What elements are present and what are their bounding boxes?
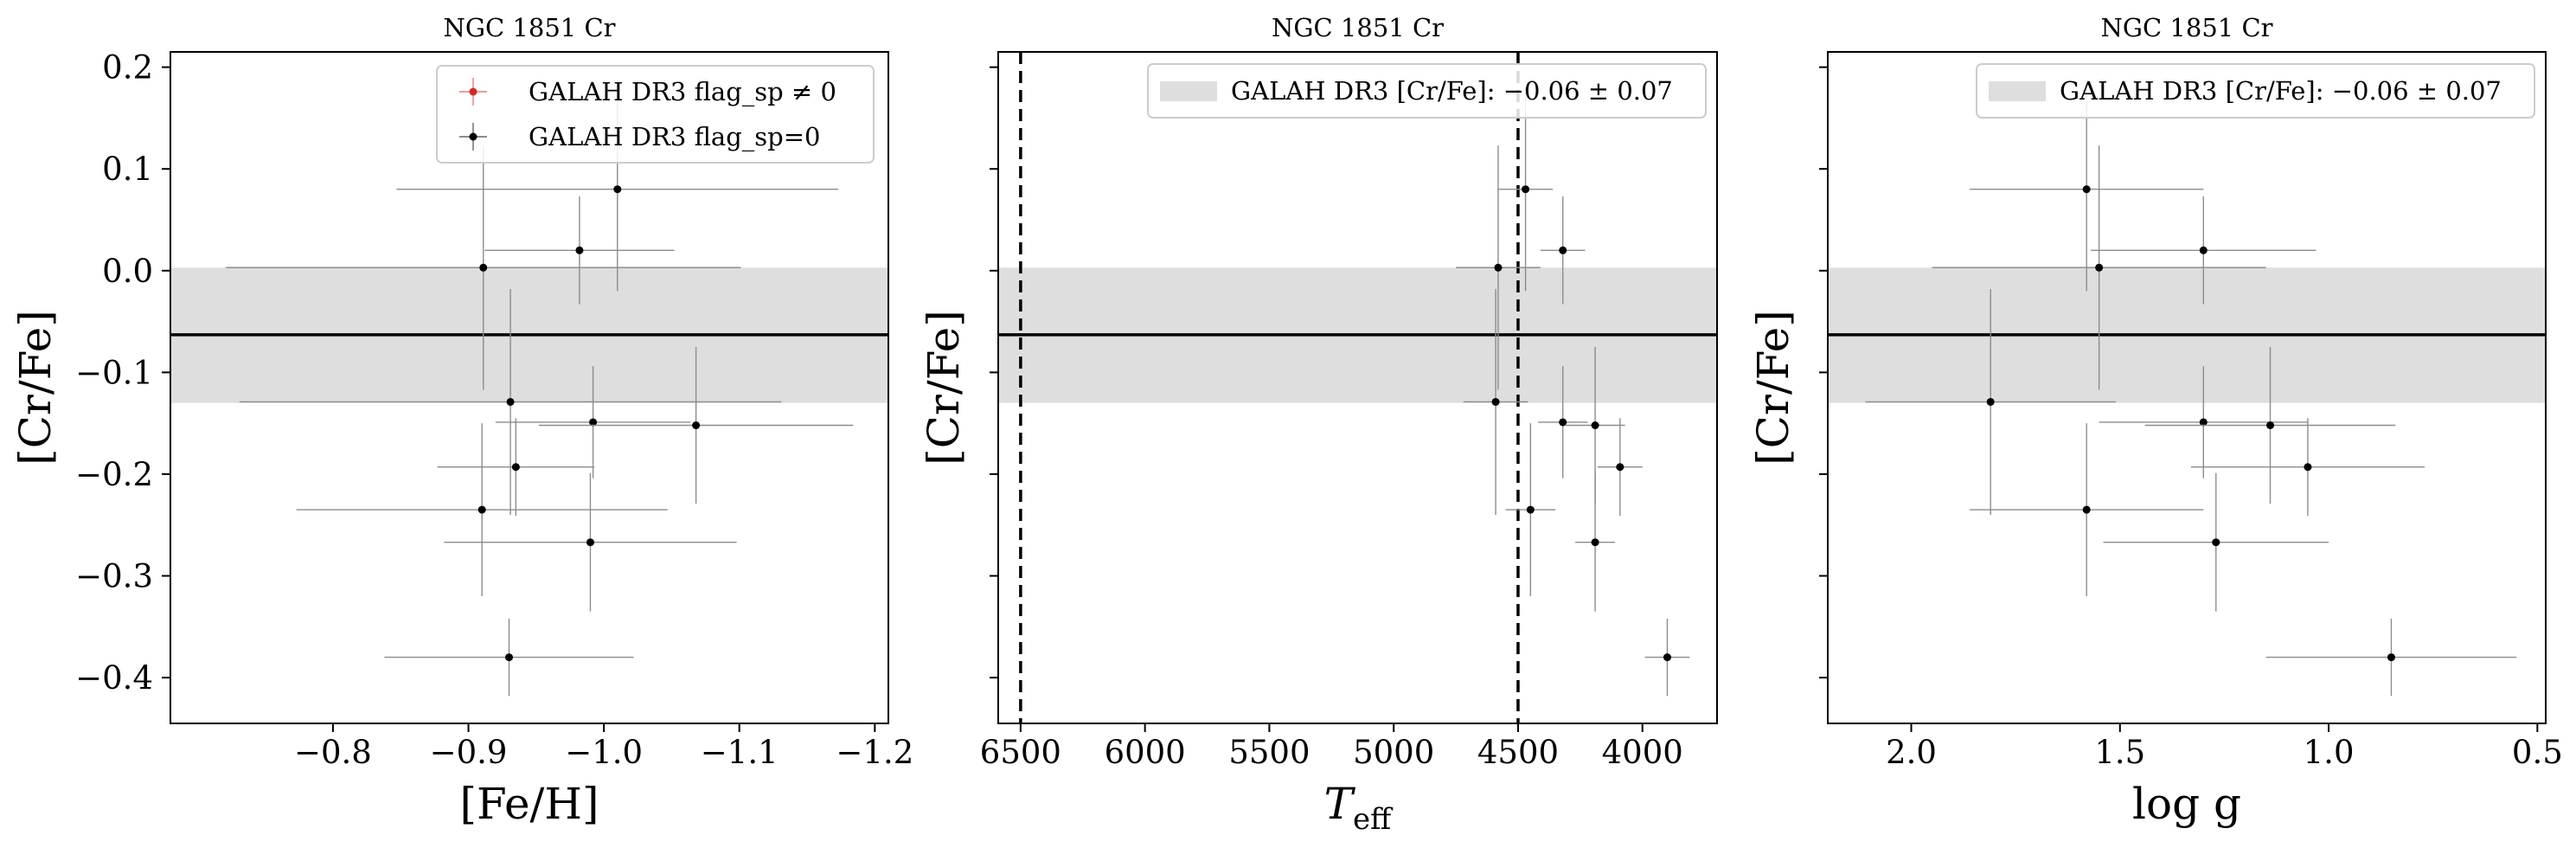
- x-tick-label: −0.8: [294, 734, 372, 771]
- data-point: [2199, 246, 2208, 254]
- x-axis-label: Teff: [1324, 779, 1394, 837]
- data-point: [1559, 246, 1567, 254]
- data-point: [505, 653, 514, 662]
- data-point: [2212, 538, 2220, 547]
- panel-title: NGC 1851 Cr: [2100, 13, 2272, 42]
- data-point: [1616, 463, 1624, 472]
- data-point: [589, 418, 598, 427]
- plot-area: [1828, 87, 2546, 697]
- legend-marker-dot: [469, 132, 477, 141]
- x-tick-label: 1.5: [2094, 734, 2145, 771]
- legend-box: [1976, 63, 2535, 119]
- data-point: [2304, 463, 2312, 472]
- panel-title: NGC 1851 Cr: [443, 13, 615, 42]
- x-tick-label: −1.2: [836, 734, 913, 771]
- data-point: [1522, 185, 1530, 194]
- data-point: [1526, 505, 1535, 514]
- legend-marker-dot: [469, 87, 477, 96]
- legend-band-swatch: [1160, 81, 1217, 101]
- x-axis-label-main: T: [1324, 779, 1356, 829]
- data-point: [479, 263, 488, 272]
- x-tick-label: 6000: [1105, 734, 1186, 771]
- y-tick-label: −0.1: [75, 354, 153, 391]
- x-tick-label: −1.0: [565, 734, 643, 771]
- x-axis-label-sub: eff: [1353, 802, 1394, 837]
- data-point: [2266, 421, 2275, 430]
- legend-box: [436, 65, 875, 164]
- data-point: [2082, 185, 2091, 194]
- legend-label: GALAH DR3 flag_sp=0: [529, 122, 820, 152]
- x-axis-label: log g: [2132, 779, 2241, 829]
- x-tick-label: 0.5: [2512, 734, 2563, 771]
- y-tick-label: 0.1: [102, 151, 153, 188]
- data-point: [2387, 653, 2395, 662]
- data-point: [2082, 505, 2091, 514]
- x-axis-label: [Fe/H]: [459, 779, 599, 829]
- data-point: [575, 246, 584, 254]
- legend-box: [1147, 63, 1707, 119]
- x-tick-label: 1.0: [2304, 734, 2355, 771]
- y-tick-label: −0.4: [75, 659, 153, 697]
- y-tick-label: −0.2: [75, 456, 153, 493]
- data-point: [1663, 653, 1671, 662]
- panel-feh: −0.8 −0.9 −1.0 −1.1 −1.2 0.2 0.1 0.0 −0.1 −0.2 −0.…: [10, 13, 913, 829]
- y-axis-label: [Cr/Fe]: [10, 310, 61, 466]
- data-point: [586, 538, 594, 547]
- legend-label: GALAH DR3 [Cr/Fe]: −0.06 ± 0.07: [2060, 76, 2502, 106]
- y-axis-label: [Cr/Fe]: [919, 310, 969, 466]
- x-tick-label: 5000: [1353, 734, 1434, 771]
- axes-frame: [170, 51, 889, 724]
- panel-teff: 6500 6000 5500 5000 4500 4000 NGC 1851 Cr [Cr/F…: [919, 13, 1718, 837]
- x-tick-label: −0.9: [430, 734, 508, 771]
- data-point: [692, 421, 701, 430]
- data-point: [1494, 263, 1503, 272]
- data-point: [1591, 421, 1599, 430]
- axes-frame: [1827, 51, 2547, 724]
- data-point: [1986, 397, 1995, 406]
- x-tick-label: 4000: [1602, 734, 1683, 771]
- y-tick-label: 0.2: [102, 49, 153, 87]
- legend-label: GALAH DR3 [Cr/Fe]: −0.06 ± 0.07: [1231, 76, 1673, 106]
- y-axis-label: [Cr/Fe]: [1748, 310, 1798, 466]
- x-tick-label: −1.1: [701, 734, 779, 771]
- x-tick-label: 6500: [980, 734, 1061, 771]
- data-point: [613, 185, 622, 194]
- legend-band-swatch: [1989, 81, 2046, 101]
- x-tick-label: 2.0: [1886, 734, 1937, 771]
- plot-area: [998, 52, 1717, 723]
- data-point: [1591, 538, 1599, 547]
- data-point: [1491, 397, 1500, 406]
- data-point: [477, 505, 486, 514]
- data-point: [511, 463, 520, 472]
- x-tick-label: 5500: [1228, 734, 1310, 771]
- y-tick-label: −0.3: [75, 558, 153, 595]
- data-point: [2199, 418, 2208, 427]
- y-tick-label: 0.0: [102, 253, 153, 290]
- panel-logg: 2.0 1.5 1.0 0.5 NGC 1851 Cr [Cr/Fe] log g GALAH…: [1748, 13, 2563, 829]
- data-point: [2095, 263, 2104, 272]
- plot-area: [170, 87, 888, 697]
- x-tick-label: 4500: [1477, 734, 1559, 771]
- legend-label: GALAH DR3 flag_sp ≠ 0: [529, 77, 836, 107]
- data-point: [1559, 418, 1567, 427]
- data-point: [506, 397, 515, 406]
- axes-frame: [997, 51, 1718, 724]
- panel-title: NGC 1851 Cr: [1272, 13, 1444, 42]
